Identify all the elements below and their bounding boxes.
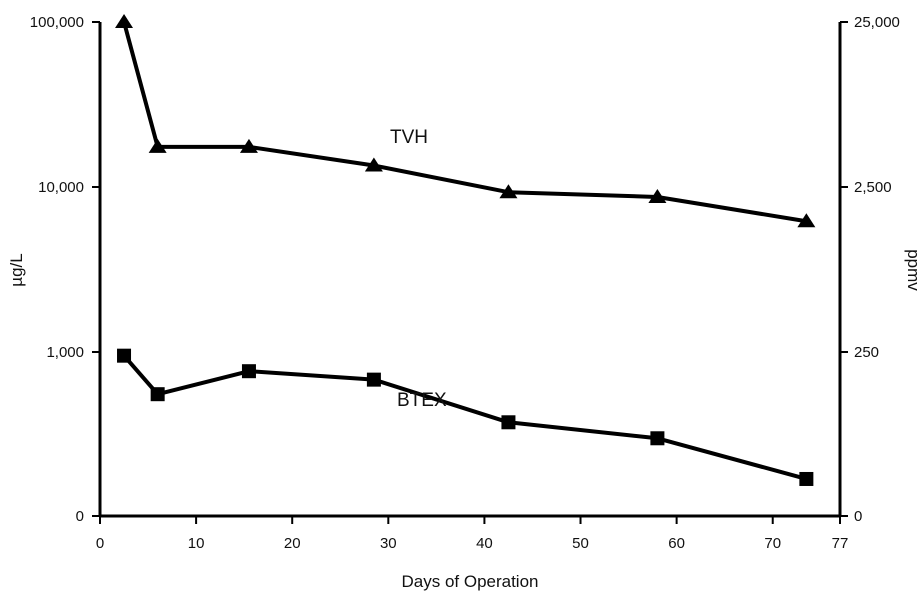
x-axis-title: Days of Operation xyxy=(401,572,538,591)
series-label-tvh: TVH xyxy=(390,127,428,148)
data-point-btex xyxy=(799,471,814,486)
data-point-tvh xyxy=(648,188,667,203)
data-point-tvh xyxy=(239,138,258,153)
series-line-btex xyxy=(122,354,807,481)
series-group xyxy=(115,14,816,486)
series-label-btex: BTEX xyxy=(397,390,447,411)
x-tick-label: 40 xyxy=(476,535,493,552)
left-y-tick-label: 100,000 xyxy=(30,14,84,31)
data-point-btex xyxy=(150,387,165,402)
data-point-btex xyxy=(117,348,132,363)
x-tick-label: 10 xyxy=(188,535,205,552)
x-tick-label: 30 xyxy=(380,535,397,552)
x-tick-label: 70 xyxy=(764,535,781,552)
data-point-btex xyxy=(241,364,256,379)
ticks-group: 0 10 20 30 40 50 60 70 77 100,000 10,000 1,000 0 25,0… xyxy=(30,14,900,552)
right-y-tick-label: 0 xyxy=(854,508,862,525)
right-y-tick-label: 25,000 xyxy=(854,14,900,31)
left-y-tick-label: 0 xyxy=(76,508,84,525)
left-y-axis-title: µg/L xyxy=(7,253,26,286)
x-tick-label: 50 xyxy=(572,535,589,552)
data-point-tvh xyxy=(115,14,134,28)
x-tick-label: 77 xyxy=(832,535,849,552)
axes-group xyxy=(98,22,842,518)
data-point-btex xyxy=(366,372,381,387)
data-point-btex xyxy=(650,431,665,446)
data-point-tvh xyxy=(148,138,167,153)
x-tick-label: 60 xyxy=(668,535,685,552)
right-y-tick-label: 2,500 xyxy=(854,179,892,196)
data-point-tvh xyxy=(499,184,518,199)
data-point-tvh xyxy=(797,213,816,228)
right-y-axis-title: ppmv xyxy=(904,249,922,291)
series-line-tvh xyxy=(122,21,807,224)
data-point-tvh xyxy=(364,157,383,172)
left-y-tick-label: 1,000 xyxy=(46,344,84,361)
x-tick-label: 0 xyxy=(96,535,104,552)
data-point-btex xyxy=(501,415,516,430)
left-y-tick-label: 10,000 xyxy=(38,179,84,196)
x-tick-label: 20 xyxy=(284,535,301,552)
right-y-tick-label: 250 xyxy=(854,344,879,361)
